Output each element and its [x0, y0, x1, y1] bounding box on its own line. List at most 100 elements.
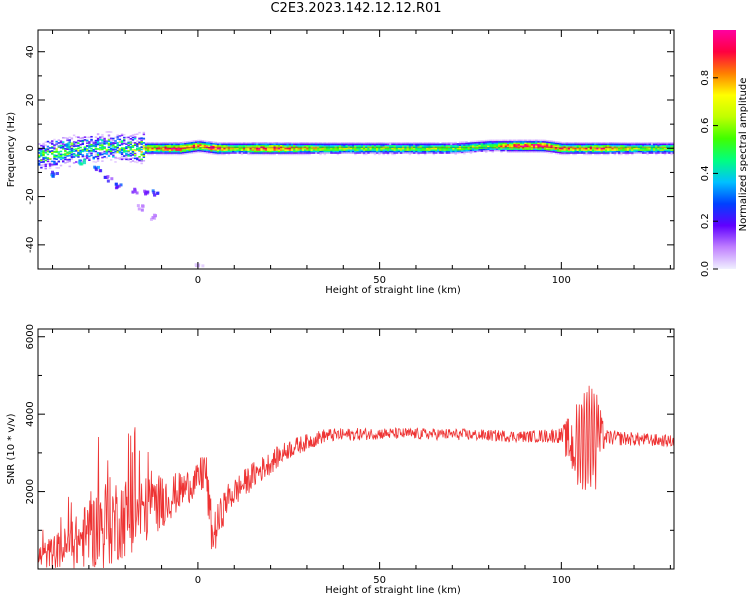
spectral-cell	[262, 144, 265, 147]
spectral-cell	[604, 150, 608, 153]
spectral-cell	[559, 153, 562, 155]
spectral-cell	[96, 157, 100, 160]
spectral-cell	[142, 156, 146, 158]
spectral-cell	[393, 143, 396, 146]
spectral-cell	[604, 152, 608, 154]
spectral-cell	[229, 152, 233, 154]
spectral-cell	[458, 141, 462, 144]
spectral-cell	[140, 143, 143, 145]
spectral-cell	[101, 151, 104, 154]
spectral-cell	[358, 144, 361, 147]
spectral-cell	[212, 145, 215, 148]
spectral-cell	[253, 147, 257, 150]
spectral-cell	[277, 150, 281, 153]
spectral-cell	[559, 144, 562, 147]
spectral-cell	[633, 143, 636, 146]
spectral-cell	[628, 150, 632, 153]
spectral-cell	[275, 144, 279, 147]
spectral-cell	[546, 139, 549, 142]
spectral-cell	[205, 142, 209, 144]
spectral-cell	[367, 143, 370, 146]
spectral-cell	[153, 144, 156, 147]
spectral-cell	[212, 151, 215, 154]
spectral-cell	[443, 144, 446, 147]
spectral-cell	[663, 143, 667, 146]
spectral-cell	[295, 153, 298, 156]
spectral-cell	[42, 151, 45, 153]
spectral-cell	[249, 150, 252, 153]
spectral-cell	[423, 143, 427, 146]
spectral-cell	[467, 149, 470, 152]
spectral-cell	[487, 149, 490, 152]
spectral-cell	[59, 156, 63, 159]
spectral-cell	[391, 152, 394, 154]
spectral-cell	[611, 143, 614, 146]
spectral-cell	[162, 146, 165, 148]
spectral-cell	[212, 153, 215, 155]
spectral-cell	[151, 149, 154, 151]
spectral-cell	[556, 142, 560, 145]
spectral-cell	[92, 157, 95, 160]
colorbar-tick-label: 0.0	[700, 261, 711, 277]
spectral-cell	[142, 153, 146, 156]
spectral-cell	[328, 152, 331, 154]
spectral-cell	[147, 150, 150, 153]
top-frame	[37, 29, 675, 270]
spectral-cell	[229, 142, 233, 144]
spectral-cell	[166, 144, 170, 147]
spectral-cell	[109, 141, 113, 144]
spectral-cell	[280, 143, 283, 146]
spectral-cell	[107, 140, 111, 143]
spectral-cell	[548, 141, 551, 144]
spectral-cell	[260, 144, 263, 147]
spectral-cell	[556, 153, 560, 155]
spectral-blob	[133, 187, 137, 191]
spectral-cell	[227, 142, 231, 144]
spectral-cell	[624, 144, 627, 147]
spectral-cell	[399, 144, 403, 147]
spectral-cell	[487, 148, 490, 150]
spectral-cell	[144, 149, 148, 151]
spectral-cell	[328, 150, 331, 153]
spectral-blob	[51, 174, 55, 178]
spectral-cell	[157, 143, 161, 146]
spectral-cell	[147, 144, 150, 147]
spectral-cell	[321, 146, 324, 148]
spectral-cell	[328, 144, 331, 147]
spectral-cell	[639, 146, 643, 148]
spectral-cell	[325, 143, 329, 146]
spectral-cell	[236, 147, 239, 150]
spectral-cell	[112, 149, 115, 151]
spectral-cell	[120, 143, 124, 145]
spectral-cell	[273, 147, 276, 150]
spectral-cell	[378, 153, 381, 156]
spectral-cell	[626, 146, 630, 148]
spectral-cell	[404, 142, 407, 144]
spectral-cell	[596, 143, 599, 146]
spectral-cell	[585, 144, 588, 147]
spectral-cell	[140, 151, 143, 153]
spectral-cell	[168, 150, 172, 153]
spectral-cell	[498, 141, 501, 143]
spectral-cell	[249, 153, 252, 156]
spectral-cell	[447, 147, 451, 150]
spectral-cell	[432, 142, 436, 144]
spectral-cell	[600, 149, 603, 151]
spectral-cell	[218, 147, 222, 150]
spectral-cell	[223, 150, 226, 153]
spectral-cell	[147, 143, 150, 146]
spectral-cell	[286, 142, 289, 144]
spectral-cell	[652, 152, 656, 154]
spectral-cell	[530, 149, 534, 152]
spectral-cell	[319, 152, 322, 154]
spectral-cell	[336, 152, 340, 154]
spectral-cell	[77, 149, 80, 152]
spectral-cell	[369, 143, 372, 146]
spectral-cell	[160, 152, 163, 154]
spectral-cell	[53, 154, 56, 156]
spectral-cell	[236, 146, 239, 148]
spectral-cell	[299, 144, 303, 147]
spectral-cell	[88, 141, 91, 143]
spectral-cell	[203, 143, 207, 145]
spectral-cell	[38, 156, 41, 159]
